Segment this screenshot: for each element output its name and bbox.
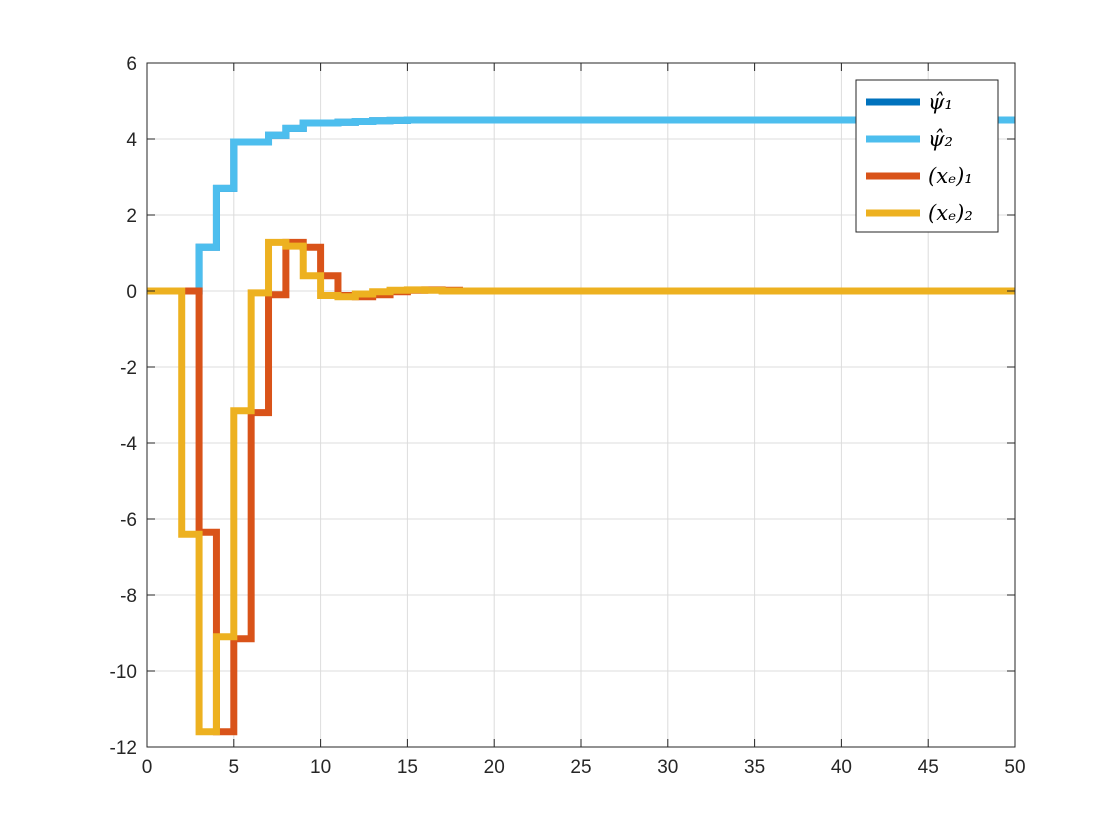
y-tick-label: -10 bbox=[110, 662, 137, 683]
y-tick-label: 0 bbox=[126, 282, 137, 303]
y-tick-label: -8 bbox=[120, 586, 137, 607]
y-tick-label: 4 bbox=[126, 130, 137, 151]
x-tick-label: 50 bbox=[1004, 757, 1025, 778]
legend-label-3: (xₑ)₁ bbox=[928, 164, 973, 188]
x-tick-label: 0 bbox=[142, 757, 153, 778]
y-tick-label: -6 bbox=[120, 510, 137, 531]
legend-label-2: ψ̂₂ bbox=[928, 127, 953, 151]
series-layer bbox=[147, 116, 1015, 736]
x-tick-label: 25 bbox=[570, 757, 591, 778]
x-tick-label: 30 bbox=[657, 757, 678, 778]
y-tick-label: -4 bbox=[120, 434, 137, 455]
x-tick-label: 20 bbox=[484, 757, 505, 778]
x-tick-label: 15 bbox=[397, 757, 418, 778]
x-tick-label: 5 bbox=[229, 757, 240, 778]
series-line-2 bbox=[147, 116, 1015, 295]
y-tick-label: -12 bbox=[110, 738, 137, 759]
x-tick-label: 45 bbox=[918, 757, 939, 778]
ticks: 0 5 10 15 20 25 30 35 40 45 50 -12 -10 -8 -6 -4 -2 0 2 4 6 bbox=[110, 54, 1026, 778]
y-tick-label: 2 bbox=[126, 206, 137, 227]
y-tick-label: 6 bbox=[126, 54, 137, 75]
x-tick-label: 35 bbox=[744, 757, 765, 778]
legend-label-4: (xₑ)₂ bbox=[928, 201, 973, 225]
x-tick-label: 10 bbox=[310, 757, 331, 778]
series-line-4 bbox=[147, 238, 1015, 736]
x-tick-label: 40 bbox=[831, 757, 852, 778]
y-tick-label: -2 bbox=[120, 358, 137, 379]
legend-label-1: ψ̂₁ bbox=[928, 90, 953, 114]
legend[interactable]: ψ̂₁ ψ̂₂ (xₑ)₁ (xₑ)₂ bbox=[855, 79, 999, 233]
